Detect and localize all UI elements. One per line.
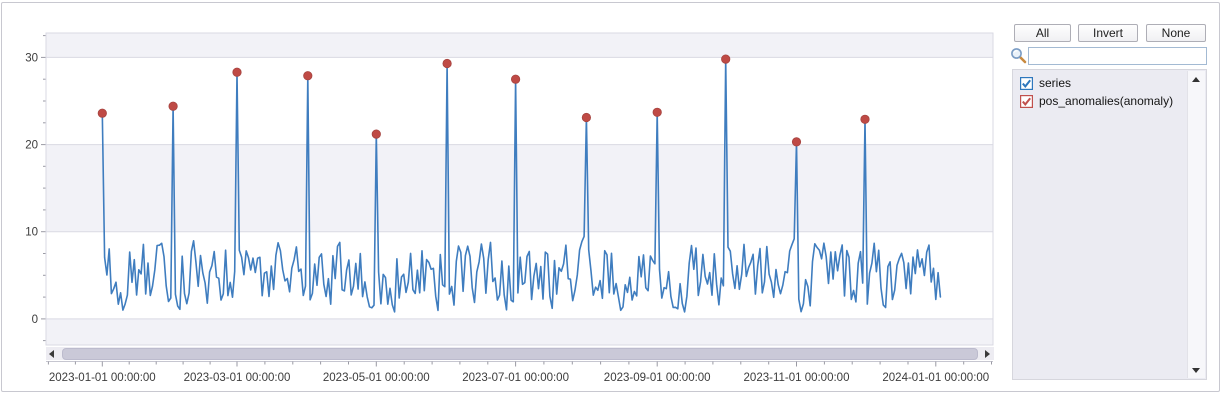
scroll-down-arrow-icon (1192, 368, 1200, 373)
anomaly-marker[interactable] (232, 67, 242, 77)
scroll-down-button[interactable] (1188, 362, 1204, 378)
legend-item-label: pos_anomalies(anomaly) (1039, 94, 1174, 108)
invert-selection-button[interactable]: Invert (1078, 24, 1138, 42)
plot-band (46, 318, 993, 345)
anomaly-marker[interactable] (303, 71, 313, 81)
y-tick-label: 0 (32, 314, 38, 326)
x-tick-label: 2023-03-01 00:00:00 (184, 372, 291, 384)
series-line (101, 58, 942, 313)
x-tick-label: 2023-07-01 00:00:00 (462, 372, 569, 384)
anomalies-checkbox-icon[interactable] (1020, 94, 1033, 108)
select-all-button[interactable]: All (1014, 24, 1071, 42)
legend-listbox[interactable]: series pos_anomalies(anomaly) (1012, 69, 1207, 380)
scroll-right-arrow-icon (985, 349, 990, 358)
x-tick-label: 2023-01-01 00:00:00 (49, 372, 156, 384)
scroll-left-button[interactable] (46, 347, 60, 360)
legend-item-series[interactable]: series (1013, 74, 1188, 92)
anomaly-marker[interactable] (581, 112, 592, 123)
anomaly-marker[interactable] (652, 107, 662, 117)
chart-h-scrollbar-thumb[interactable] (62, 348, 978, 360)
anomaly-marker[interactable] (97, 108, 107, 118)
x-tick-label: 2023-11-01 00:00:00 (744, 372, 850, 384)
legend-item-pos-anomalies[interactable]: pos_anomalies(anomaly) (1013, 92, 1188, 110)
series-checkbox-icon[interactable] (1020, 76, 1033, 90)
anomaly-marker[interactable] (371, 129, 381, 139)
x-tick-label: 2023-05-01 00:00:00 (323, 372, 430, 384)
anomaly-marker[interactable] (168, 101, 178, 111)
scroll-right-button[interactable] (980, 347, 994, 360)
y-tick-label: 10 (25, 227, 38, 239)
anomaly-marker[interactable] (442, 58, 452, 69)
x-tick-label: 2023-09-01 00:00:00 (604, 372, 711, 384)
plot-frame (45, 32, 994, 346)
y-tick-label: 30 (25, 52, 38, 64)
plot-band (46, 33, 993, 58)
anomaly-marker[interactable] (791, 137, 802, 147)
y-tick-label: 20 (25, 140, 38, 152)
scroll-up-arrow-icon (1192, 77, 1200, 82)
scroll-left-arrow-icon (49, 349, 54, 358)
search-input[interactable] (1028, 47, 1207, 65)
legend-item-label: series (1039, 76, 1072, 90)
chart-h-scrollbar[interactable] (46, 347, 994, 360)
x-tick-label: 2024-01-01 00:00:00 (882, 372, 989, 384)
anomaly-marker[interactable] (860, 114, 870, 124)
anomaly-marker[interactable] (721, 54, 731, 64)
timeseries-chart: 0 10 20 30 2023-01-01 00:00:00 2023-03-01 00:… (25, 32, 994, 384)
legend-scrollbar[interactable] (1187, 71, 1205, 378)
anomaly-marker[interactable] (510, 74, 521, 84)
select-none-button[interactable]: None (1146, 24, 1206, 42)
legend-panel: All Invert None series pos_anomalies(ano… (1008, 2, 1216, 390)
plot-band (46, 144, 993, 232)
scroll-up-button[interactable] (1188, 71, 1204, 87)
legend-items: series pos_anomalies(anomaly) (1013, 74, 1188, 110)
search-icon (1011, 48, 1027, 64)
